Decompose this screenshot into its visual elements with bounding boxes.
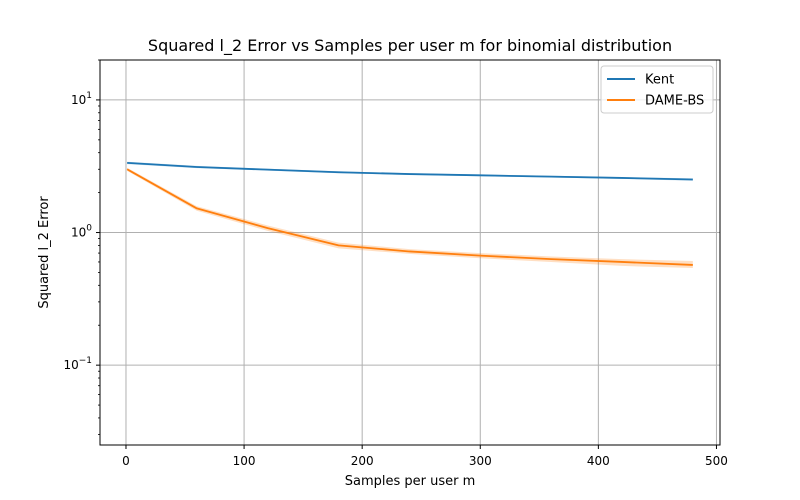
x-tick-label: 300: [469, 454, 492, 468]
x-axis-label: Samples per user m: [345, 474, 476, 489]
x-tick-label: 500: [705, 454, 728, 468]
series-line-0: [127, 162, 693, 181]
plot-frame: [99, 59, 721, 446]
chart-title: Squared l_2 Error vs Samples per user m …: [148, 36, 672, 56]
x-tick-label: 400: [587, 454, 610, 468]
series-lines: [126, 162, 693, 266]
x-tick-label: 100: [233, 454, 256, 468]
legend-label: DAME-BS: [645, 94, 704, 109]
legend: Kent DAME-BS: [600, 65, 714, 114]
series-line-1: [126, 168, 693, 266]
plot-area: [99, 59, 721, 446]
y-tick-label: 101: [71, 91, 92, 107]
y-tick-label: 10−1: [63, 356, 92, 372]
x-tick-label: 200: [351, 454, 374, 468]
legend-label: Kent: [645, 73, 674, 88]
y-axis: 10−1 100 101: [63, 59, 100, 435]
x-tick-label: 0: [122, 454, 130, 468]
y-tick-label: 100: [71, 224, 92, 240]
legend-box: [600, 65, 714, 114]
y-axis-label: Squared l_2 Error: [37, 196, 52, 309]
x-axis: 0 100 200 300 400 500: [122, 445, 728, 468]
